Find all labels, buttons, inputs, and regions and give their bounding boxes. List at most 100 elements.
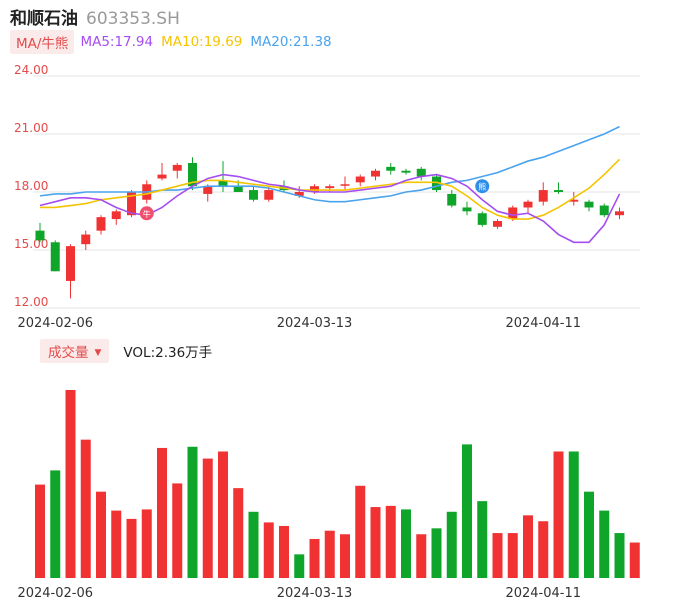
bear-marker — [475, 179, 490, 194]
volume-bar — [431, 528, 442, 578]
volume-bar — [50, 470, 61, 578]
volume-bar — [523, 515, 533, 578]
volume-bar — [141, 509, 152, 578]
volume-bar — [568, 451, 579, 578]
volume-bar — [263, 522, 274, 578]
volume-value: VOL:2.36万手 — [123, 345, 213, 361]
volume-bar — [629, 542, 640, 578]
candle-body — [233, 186, 243, 192]
volume-bar — [507, 533, 518, 578]
candle-body — [264, 190, 274, 200]
candle-body — [523, 201, 533, 208]
bull-marker — [139, 206, 154, 221]
bear-marker-label: 熊 — [478, 182, 486, 192]
y-tick-label: 21.00 — [14, 121, 48, 135]
candle-body — [355, 176, 365, 183]
volume-bar — [233, 488, 244, 578]
volume-bar — [340, 534, 350, 578]
ma10-line — [40, 158, 621, 220]
volume-bar — [538, 521, 549, 578]
x-tick-label: 2024-04-11 — [505, 316, 581, 331]
ma5-label: MA5:17.94 — [80, 34, 154, 50]
volume-button-label: 成交量 — [48, 345, 89, 361]
candle-body — [477, 213, 487, 225]
volume-bar — [462, 444, 472, 578]
x-tick-label: 2024-03-13 — [277, 316, 353, 331]
stock-code: 603353.SH — [86, 9, 180, 29]
candle-body — [386, 166, 396, 171]
x-tick-label: 2024-03-13 — [277, 586, 353, 601]
x-tick-label: 2024-02-06 — [17, 316, 93, 331]
volume-bar — [157, 447, 167, 578]
candle-body — [416, 168, 426, 177]
ma20-line — [39, 125, 620, 203]
candle-body — [218, 180, 228, 187]
candle-body — [493, 221, 502, 227]
ma20-label: MA20:21.38 — [250, 34, 332, 50]
volume-bar — [218, 451, 228, 578]
candle-body — [615, 211, 624, 216]
volume-bar — [294, 554, 305, 578]
candle-body — [294, 192, 304, 196]
y-tick-label: 12.00 — [14, 295, 48, 309]
candle-body — [340, 184, 350, 186]
bull-marker-label: 牛 — [143, 209, 151, 219]
candle-body — [462, 207, 472, 212]
y-tick-label: 18.00 — [14, 179, 48, 193]
volume-bar — [370, 507, 381, 578]
volume-bar — [446, 511, 457, 578]
ma10-label: MA10:19.69 — [161, 34, 243, 50]
volume-bar — [279, 525, 289, 578]
volume-bar — [96, 491, 106, 578]
candle-body — [401, 170, 411, 173]
volume-bar — [614, 533, 625, 578]
volume-bar — [111, 510, 122, 578]
volume-bar — [65, 390, 76, 578]
ma-indicator-button[interactable]: MA/牛熊 — [10, 30, 75, 54]
candle-body — [66, 246, 75, 281]
volume-bar — [80, 439, 91, 578]
x-tick-label: 2024-04-11 — [505, 586, 581, 601]
volume-bar — [248, 511, 259, 578]
candle-body — [81, 234, 91, 245]
ma-legend: MA/牛熊 MA5:17.94 MA10:19.69 MA20:21.38 — [10, 30, 340, 54]
candle-body — [432, 176, 441, 191]
volume-bar — [35, 484, 45, 578]
candle-body — [249, 190, 258, 200]
y-tick-label: 24.00 — [14, 63, 48, 77]
volume-bar — [324, 530, 335, 578]
volume-bar — [584, 491, 594, 578]
candle-body — [584, 201, 594, 208]
candle-body — [310, 186, 319, 192]
volume-bar — [309, 538, 320, 578]
candle-body — [172, 164, 182, 171]
candle-body — [35, 230, 45, 241]
volume-bar — [385, 505, 396, 578]
volume-bar — [477, 501, 488, 578]
volume-bar — [172, 483, 183, 578]
candle-body — [599, 205, 609, 216]
volume-header: 成交量 ▼ VOL:2.36万手 — [40, 339, 213, 363]
candle-body — [325, 186, 335, 189]
candle-body — [157, 174, 167, 179]
candle-body — [188, 163, 197, 187]
stock-name: 和顺石油 — [10, 9, 78, 29]
volume-indicator-button[interactable]: 成交量 ▼ — [40, 339, 110, 363]
volume-bar — [355, 485, 366, 578]
chevron-down-icon: ▼ — [94, 348, 102, 358]
ma5-line — [39, 173, 621, 244]
volume-bar — [492, 533, 503, 578]
candle-body — [96, 217, 106, 231]
volume-bar — [202, 458, 213, 578]
candle-body — [569, 199, 579, 202]
volume-bar — [401, 509, 411, 578]
candle-body — [50, 242, 60, 272]
candle-body — [127, 192, 136, 216]
volume-bar — [126, 518, 137, 578]
candle-body — [371, 170, 380, 177]
volume-bar — [416, 534, 427, 578]
volume-bar — [553, 451, 564, 578]
candle-body — [538, 190, 548, 202]
volume-bar — [599, 510, 610, 578]
